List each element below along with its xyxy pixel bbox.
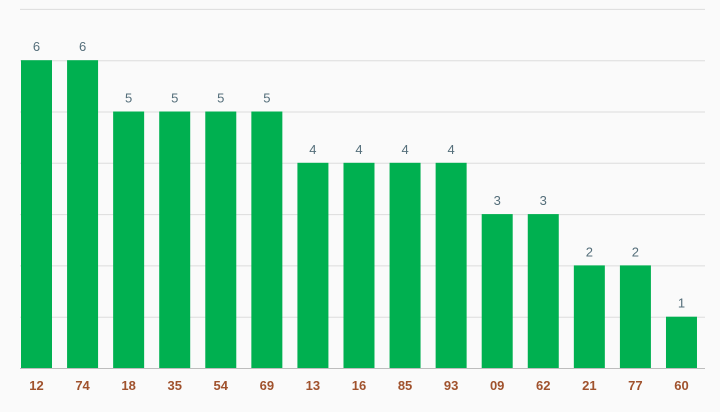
bar <box>619 265 651 368</box>
bar-value-label: 3 <box>494 193 501 208</box>
x-tick-label: 85 <box>398 378 412 393</box>
x-tick-label: 13 <box>306 378 320 393</box>
bar-value-label: 6 <box>33 39 40 54</box>
bar <box>573 265 605 368</box>
bar <box>343 162 375 368</box>
x-tick-label: 16 <box>352 378 366 393</box>
bar <box>205 111 237 368</box>
x-tick-label: 12 <box>29 378 43 393</box>
x-tick-label: 09 <box>490 378 504 393</box>
bar-value-label: 5 <box>171 91 178 106</box>
bar <box>251 111 283 368</box>
bar-layer <box>21 60 697 368</box>
x-axis-tick-layer: 12 74 18 35 54 69 13 16 85 93 09 62 21 77 60 <box>29 378 688 393</box>
bar-value-label: 4 <box>448 142 455 157</box>
bar-value-label: 4 <box>355 142 362 157</box>
bar-value-label: 1 <box>678 296 685 311</box>
x-tick-label: 74 <box>75 378 90 393</box>
bar <box>435 162 467 368</box>
bar <box>297 162 329 368</box>
bar <box>67 60 99 368</box>
x-tick-label: 77 <box>628 378 642 393</box>
x-tick-label: 69 <box>260 378 274 393</box>
x-tick-label: 62 <box>536 378 550 393</box>
bar-value-label: 5 <box>125 91 132 106</box>
bar-value-label: 4 <box>401 142 408 157</box>
bar-value-label: 5 <box>263 91 270 106</box>
bar <box>113 111 145 368</box>
x-tick-label: 35 <box>167 378 181 393</box>
bar-value-label: 4 <box>309 142 316 157</box>
x-tick-label: 93 <box>444 378 458 393</box>
x-tick-label: 60 <box>674 378 688 393</box>
bar-value-label: 2 <box>586 244 593 259</box>
x-tick-label: 18 <box>121 378 135 393</box>
bar-value-label: 6 <box>79 39 86 54</box>
bar <box>389 162 421 368</box>
bar <box>527 214 559 368</box>
x-tick-label: 21 <box>582 378 596 393</box>
bar <box>159 111 191 368</box>
bar <box>665 316 697 368</box>
data-label-layer: 6 6 5 5 5 5 4 4 4 4 3 3 2 2 1 <box>33 39 685 311</box>
bar-value-label: 5 <box>217 91 224 106</box>
bar-value-label: 2 <box>632 244 639 259</box>
x-tick-label: 54 <box>214 378 229 393</box>
bar <box>21 60 52 368</box>
bar-value-label: 3 <box>540 193 547 208</box>
bar <box>481 214 513 368</box>
